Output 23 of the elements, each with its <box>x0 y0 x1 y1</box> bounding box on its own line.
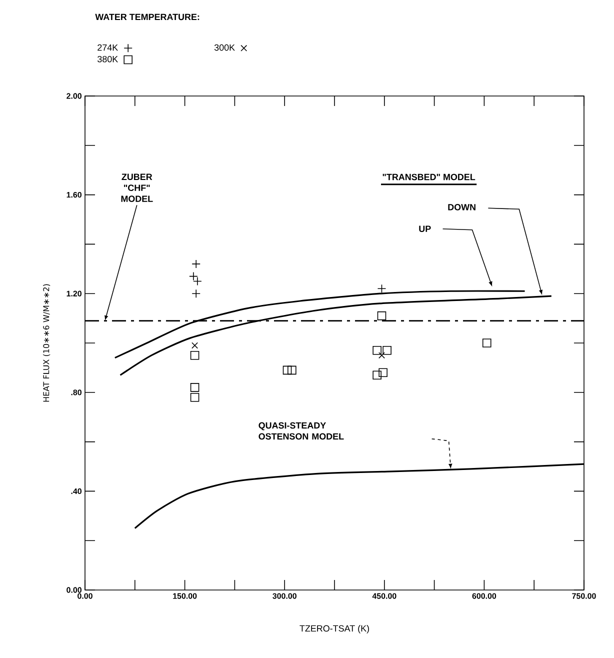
point <box>377 311 386 320</box>
x-axis-title: TZERO-TSAT (K) <box>300 625 369 634</box>
annotation: DOWN <box>448 204 476 210</box>
point <box>190 383 200 392</box>
point <box>288 366 296 375</box>
legend-title: WATER TEMPERATURE: <box>95 14 200 20</box>
point <box>282 366 292 375</box>
point <box>192 342 198 349</box>
point <box>382 346 392 355</box>
annotation: UP <box>419 226 431 232</box>
point <box>378 368 388 378</box>
annotation: "TRANSBED" MODEL <box>382 174 476 180</box>
legend-label: 380K <box>98 56 118 62</box>
ref-line-label: ZUBER "CHF" MODEL <box>121 174 153 202</box>
annotation: QUASI-STEADY OSTENSON MODEL <box>258 422 344 440</box>
point <box>372 346 382 355</box>
point <box>378 352 385 359</box>
point <box>482 338 492 348</box>
point <box>190 392 200 402</box>
point <box>190 350 200 360</box>
point <box>372 370 382 380</box>
legend-label: 274K <box>98 44 118 51</box>
legend-label: 300K <box>214 44 235 51</box>
